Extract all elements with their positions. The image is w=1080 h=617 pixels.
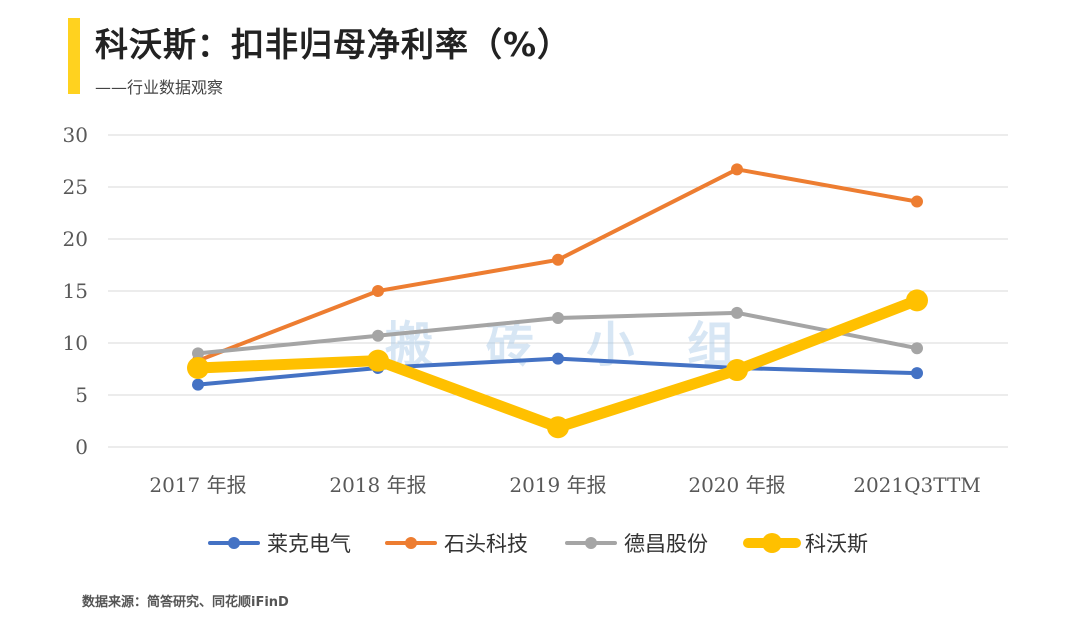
series-2 <box>192 306 923 360</box>
legend: 莱克电气 石头科技 德昌股份 科沃斯 <box>208 532 868 556</box>
legend-label: 德昌股份 <box>624 532 708 556</box>
data-point <box>731 163 743 176</box>
y-tick-label: 20 <box>63 227 88 251</box>
data-point <box>911 342 923 355</box>
legend-swatch-marker <box>585 537 597 549</box>
y-tick-label: 30 <box>63 123 88 147</box>
legend-label: 科沃斯 <box>805 532 868 556</box>
x-tick-label: 2018 年报 <box>329 473 426 497</box>
y-tick-label: 15 <box>63 279 88 303</box>
legend-item: 德昌股份 <box>565 532 708 556</box>
data-point <box>187 356 209 379</box>
data-point <box>372 285 384 297</box>
legend-label: 莱克电气 <box>267 532 351 556</box>
data-point <box>372 329 384 342</box>
legend-item: 石头科技 <box>385 532 528 556</box>
x-tick-label: 2020 年报 <box>688 473 785 497</box>
x-axis-ticks: 2017 年报 2018 年报 2019 年报 2020 年报 2021Q3TTM <box>149 473 980 497</box>
legend-label: 石头科技 <box>444 532 528 556</box>
x-tick-label: 2021Q3TTM <box>853 473 981 497</box>
data-point <box>192 347 204 360</box>
data-point <box>906 289 928 312</box>
data-point <box>552 253 564 266</box>
data-source-note: 数据来源：简答研究、同花顺iFinD <box>82 595 289 610</box>
data-point <box>367 349 389 372</box>
data-point <box>547 416 569 439</box>
x-tick-label: 2017 年报 <box>149 473 246 497</box>
legend-item: 莱克电气 <box>208 532 351 556</box>
title-accent-bar <box>68 18 80 94</box>
data-point <box>192 378 204 391</box>
data-point <box>911 195 923 208</box>
data-point <box>726 359 748 382</box>
series-3 <box>187 289 928 439</box>
grid-lines <box>108 134 1008 448</box>
y-axis-ticks: 0 5 10 15 20 25 30 <box>63 123 88 459</box>
page-subtitle: ——行业数据观察 <box>95 78 224 97</box>
legend-swatch-marker <box>762 533 782 553</box>
page-title: 科沃斯：扣非归母净利率（%） <box>95 25 572 64</box>
x-tick-label: 2019 年报 <box>509 473 606 497</box>
legend-swatch-marker <box>228 537 240 549</box>
series-1 <box>192 163 923 367</box>
y-tick-label: 0 <box>75 435 88 459</box>
data-point <box>552 352 564 365</box>
data-point <box>911 367 923 380</box>
series-layer <box>187 163 928 439</box>
y-tick-label: 10 <box>63 331 88 355</box>
y-tick-label: 5 <box>75 383 88 407</box>
data-point <box>552 312 564 325</box>
legend-swatch-marker <box>405 537 417 549</box>
data-point <box>731 306 743 319</box>
y-tick-label: 25 <box>63 175 88 199</box>
legend-item: 科沃斯 <box>743 532 868 556</box>
